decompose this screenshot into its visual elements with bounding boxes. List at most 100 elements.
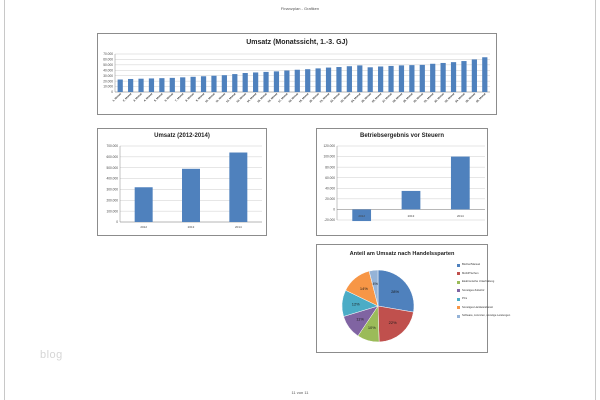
x-tick-label: 28. Monat: [392, 92, 404, 104]
x-tick-label: 7. Monat: [174, 92, 185, 103]
x-tick-label: 18. Monat: [287, 92, 299, 104]
y-tick-label: 500.000: [106, 166, 118, 170]
legend-swatch: [457, 314, 460, 318]
chart-plot: 0 100.000 200.000 300.000 400.000 500.000 600.…: [106, 144, 262, 229]
y-tick-label: 0: [116, 220, 118, 224]
chart-monthly-revenue: Umsatz (Monatssicht, 1.-3. GJ) 0 10.000 20…: [97, 33, 497, 115]
legend-entry: Bücher/Manuel: [457, 263, 515, 267]
bar: [482, 57, 488, 92]
bar: [305, 69, 311, 92]
pie-data-label: 22%: [389, 320, 397, 325]
bar: [294, 69, 300, 92]
bar: [138, 78, 144, 92]
x-tick-label: 2014: [457, 214, 464, 218]
bar: [117, 79, 123, 92]
x-tick-label: 11. Monat: [215, 92, 227, 104]
chart-title: Umsatz (2012-2014): [154, 133, 210, 139]
pie-slice: [368, 269, 379, 307]
pie-slice: [377, 269, 415, 313]
x-tick-label: 22. Monat: [329, 92, 341, 104]
x-tick-label: 30. Monat: [412, 92, 424, 104]
bar: [367, 67, 373, 92]
x-tick-label: 2013: [188, 225, 195, 229]
x-tick-label: 21. Monat: [319, 92, 331, 104]
x-tick-label: 32. Monat: [433, 92, 445, 104]
x-tick-label: 33. Monat: [444, 92, 456, 104]
x-tick-label: 31. Monat: [423, 92, 435, 104]
y-tick-label: 50.000: [103, 63, 113, 67]
bar: [200, 76, 207, 92]
x-tick-label: 12. Monat: [225, 92, 237, 104]
page-frame: [4, 0, 596, 400]
legend-label: Mobil/Tischen: [462, 271, 479, 275]
bar: [450, 156, 470, 210]
bar: [357, 65, 363, 92]
x-tick-label: 5. Monat: [153, 92, 164, 103]
x-tick-label: 1. Monat: [111, 92, 122, 103]
bar: [182, 168, 200, 222]
bar: [242, 73, 248, 92]
legend-label: Sonstiges Zubehör: [462, 288, 485, 292]
legend-label: Elektronische Unterhaltung: [462, 280, 495, 283]
y-tick-label: 20.000: [325, 197, 335, 201]
y-tick-label: 40.000: [325, 186, 335, 190]
x-tick-label: 17. Monat: [277, 92, 289, 104]
x-tick-label: 6. Monat: [163, 92, 174, 103]
bar: [134, 187, 153, 222]
bar: [378, 66, 384, 92]
legend-entry: Software, Lizenzen, sonstige Leistungen: [457, 314, 515, 318]
x-tick-label: 16. Monat: [267, 92, 279, 104]
bar: [388, 65, 394, 92]
y-tick-label: 400.000: [106, 177, 118, 181]
page-header: Finanzplan - Grafiken: [280, 6, 320, 11]
y-tick-label: 40.000: [103, 68, 113, 72]
legend-entry: PCs: [457, 297, 515, 301]
bar: [148, 78, 155, 92]
y-tick-label: 80.000: [325, 165, 335, 169]
chart-plot: 28% 22% 10% 11% 12% 14% 4%: [341, 269, 415, 343]
pie-data-label: 28%: [391, 289, 399, 294]
legend-entry: Elektronische Unterhaltung: [457, 280, 515, 284]
pie-data-label: 14%: [360, 286, 368, 291]
legend-swatch: [457, 289, 460, 292]
bar: [211, 75, 217, 92]
x-tick-label: 34. Monat: [454, 92, 466, 104]
x-tick-label: 13. Monat: [235, 92, 247, 104]
bar: [336, 67, 342, 92]
bar: [159, 78, 165, 92]
bar: [229, 152, 248, 222]
x-tick-label: 29. Monat: [402, 92, 414, 104]
x-tick-label: 8. Monat: [184, 92, 195, 103]
x-tick-label: 2. Monat: [122, 92, 133, 103]
y-tick-label: 200.000: [106, 198, 118, 202]
x-tick-label: 2013: [408, 214, 415, 218]
y-tick-label: 100.000: [323, 155, 335, 159]
x-tick-label: 27. Monat: [381, 92, 393, 104]
chart-plot: -20.000 0 20.000 40.000 60.000 80.000 100.000 1…: [323, 144, 485, 222]
legend-swatch: [457, 280, 460, 284]
x-tick-label: 2012: [358, 214, 365, 218]
legend-swatch: [457, 263, 460, 267]
x-tick-label: 19. Monat: [298, 92, 310, 104]
x-tick-label: 25. Monat: [360, 92, 372, 104]
bar: [461, 61, 467, 92]
y-tick-label: 20.000: [103, 79, 113, 83]
legend-swatch: [457, 297, 460, 301]
bar: [284, 70, 290, 92]
pie-data-label: 12%: [352, 302, 360, 307]
legend-entry: Sonstiges Zubehör: [457, 288, 515, 292]
pie-data-label: 10%: [368, 325, 376, 330]
bar: [430, 63, 436, 92]
y-tick-label: 100.000: [106, 209, 118, 213]
bar: [450, 62, 457, 92]
legend-label: Sonstiges Hardwarebereit: [462, 305, 493, 309]
x-tick-label: 2014: [235, 225, 242, 229]
y-tick-label: -20.000: [324, 218, 335, 222]
x-tick-label: 3. Monat: [132, 92, 143, 103]
y-tick-label: 10.000: [103, 85, 113, 89]
bar: [440, 62, 446, 92]
chart-title: Anteil am Umsatz nach Handelssparten: [349, 251, 455, 257]
bar: [325, 67, 332, 92]
bar: [190, 76, 196, 92]
